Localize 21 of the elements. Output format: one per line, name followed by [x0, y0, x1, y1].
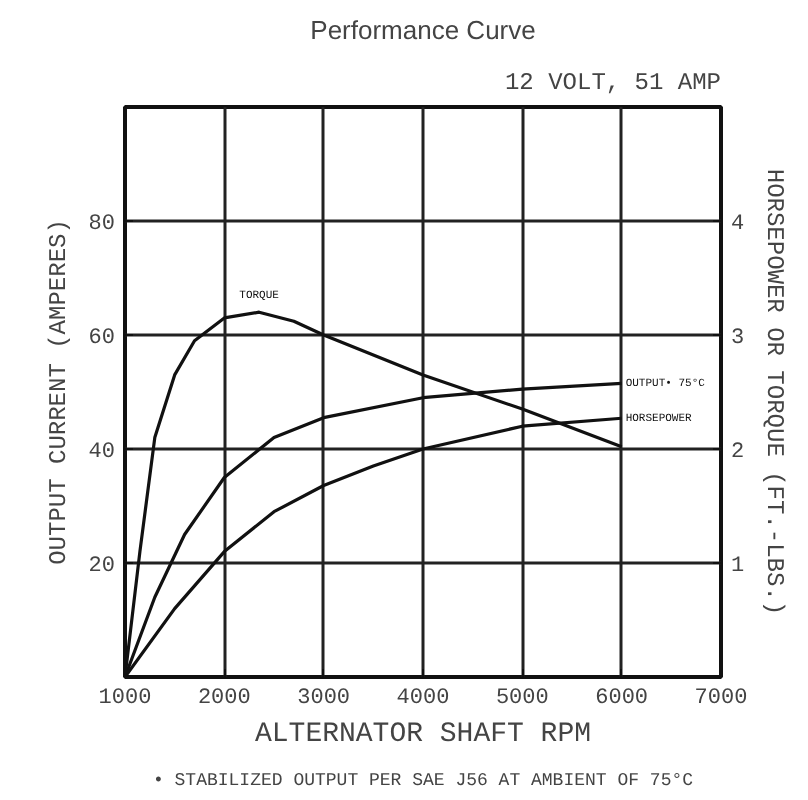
x-tick-label: 2000 [197, 687, 251, 711]
y-axis-title: OUTPUT CURRENT (AMPERES) [44, 219, 73, 565]
y-tick-label: 20 [88, 555, 115, 579]
y-tick-label: 40 [88, 441, 115, 465]
x-tick-label: 3000 [297, 687, 351, 711]
x-tick-label: 4000 [396, 687, 450, 711]
y-tick-label: 80 [88, 213, 115, 237]
y2-tick-label: 2 [731, 441, 745, 465]
x-tick-label: 5000 [495, 687, 549, 711]
x-tick-label: 7000 [694, 687, 748, 711]
y2-axis-title: HORSEPOWER OR TORQUE (FT.-LBS.) [760, 168, 789, 616]
y-tick-label: 60 [88, 327, 115, 351]
y2-tick-label: 1 [731, 555, 745, 579]
text: • STABILIZED OUTPUT PER SAE J56 AT AMBIENT OF 75°C [152, 771, 695, 791]
y2-tick-label: 4 [731, 213, 745, 237]
chart-subtitle: 12 VOLT, 51 AMP [504, 69, 722, 97]
chart-title: Performance Curve [310, 15, 536, 45]
x-axis-title: ALTERNATOR SHAFT RPM [254, 719, 592, 751]
y2-tick-label: 3 [731, 327, 745, 351]
x-tick-label: 6000 [595, 687, 649, 711]
x-tick-label: 1000 [98, 687, 152, 711]
